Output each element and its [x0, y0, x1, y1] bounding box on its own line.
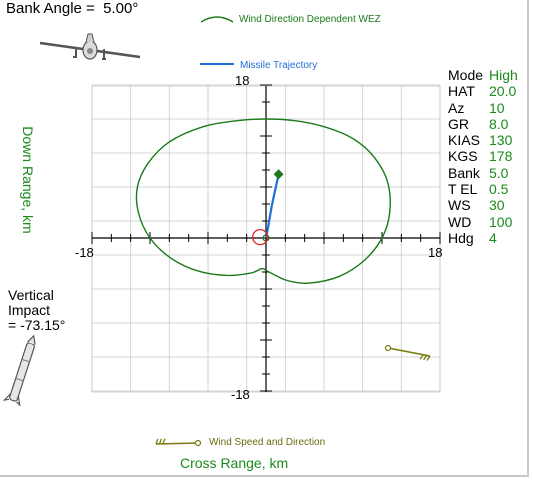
param-row-t-el: T EL 0.5 — [448, 181, 518, 197]
wind-arrow-head — [384, 344, 392, 352]
target-ring-marker — [252, 228, 269, 246]
missile-icon — [2, 334, 36, 407]
wind-arrow-barb — [162, 438, 166, 445]
param-key: GR — [448, 115, 469, 132]
legend-wind: Wind Speed and Direction — [209, 437, 326, 448]
vertical-impact-line1: Vertical — [8, 287, 54, 303]
wez-boundary-line — [135, 118, 391, 284]
vertical-impact-value: = -73.15° — [8, 317, 66, 333]
param-value: 0.5 — [489, 181, 509, 198]
bank-angle-value: 5.00° — [103, 0, 139, 17]
wind-arrow-shaft — [155, 442, 199, 445]
param-key: WD — [448, 213, 472, 230]
wind-arrow-barb — [426, 355, 431, 361]
wind-arrow-head — [194, 439, 202, 447]
wind-arrow-shaft — [387, 347, 431, 357]
param-key: KIAS — [448, 132, 480, 149]
legend-wez: Wind Direction Dependent WEZ — [239, 14, 381, 25]
y-axis-label: Down Range, km — [20, 126, 36, 234]
chart-icons — [2, 33, 141, 407]
param-key: T EL — [448, 181, 478, 198]
x-tick-max: 18 — [428, 245, 443, 260]
wind-arrow-barb — [158, 438, 162, 445]
param-value: 4 — [489, 229, 497, 246]
legend-wez-swatch — [200, 16, 234, 23]
param-key: WS — [448, 197, 471, 214]
parameter-table: Mode High HAT 20.0 Az 10 GR 8.0 KIAS 130 KGS 178 Ban… — [448, 67, 518, 246]
param-row-bank: Bank 5.0 — [448, 165, 518, 181]
param-key: Hdg — [448, 229, 474, 246]
param-key: Mode — [448, 67, 484, 83]
param-row-ws: WS 30 — [448, 197, 518, 213]
param-key: Az — [448, 99, 465, 116]
param-row-wd: WD 100 — [448, 214, 518, 230]
chart-legend — [155, 16, 431, 447]
param-value: High — [489, 67, 518, 83]
x-axis-label: Cross Range, km — [180, 455, 289, 471]
param-row-kgs: KGS 178 — [448, 148, 518, 164]
wind-arrow-barb — [155, 438, 159, 445]
wind-arrow-barb — [423, 354, 428, 361]
param-row-mode: Mode High — [448, 67, 518, 83]
param-row-kias: KIAS 130 — [448, 132, 518, 148]
param-value: 8.0 — [489, 115, 509, 132]
param-value: 5.0 — [489, 164, 509, 181]
param-value: 130 — [489, 132, 513, 149]
chart-series — [135, 118, 391, 284]
param-row-hdg: Hdg 4 — [448, 230, 518, 246]
param-key: Bank — [448, 164, 480, 181]
wind-arrow-icon — [384, 344, 431, 361]
wind-arrow-barb — [419, 354, 424, 360]
param-key: HAT — [448, 83, 475, 100]
param-value: 178 — [489, 148, 513, 165]
param-row-az: Az 10 — [448, 100, 518, 116]
y-tick-min: -18 — [231, 387, 250, 402]
param-value: 100 — [489, 213, 513, 230]
param-value: 10 — [489, 99, 505, 116]
param-key: KGS — [448, 148, 478, 165]
y-tick-max: 18 — [235, 73, 250, 88]
param-row-hat: HAT 20.0 — [448, 83, 518, 99]
trajectory-line — [264, 174, 280, 239]
bank-angle-label: Bank Angle = — [6, 0, 95, 17]
aircraft-icon — [39, 33, 141, 60]
param-row-gr: GR 8.0 — [448, 116, 518, 132]
param-value: 20.0 — [489, 83, 517, 100]
x-tick-min: -18 — [75, 245, 94, 260]
impact-marker — [273, 169, 284, 180]
vertical-impact: Vertical Impact = -73.15° — [8, 288, 65, 333]
wind-arrow-icon — [155, 438, 202, 447]
bank-angle-readout: Bank Angle = 5.00° — [6, 0, 138, 17]
vertical-impact-line2: Impact — [8, 302, 51, 318]
param-value: 30 — [489, 197, 505, 214]
legend-trajectory: Missile Trajectory — [240, 60, 318, 71]
